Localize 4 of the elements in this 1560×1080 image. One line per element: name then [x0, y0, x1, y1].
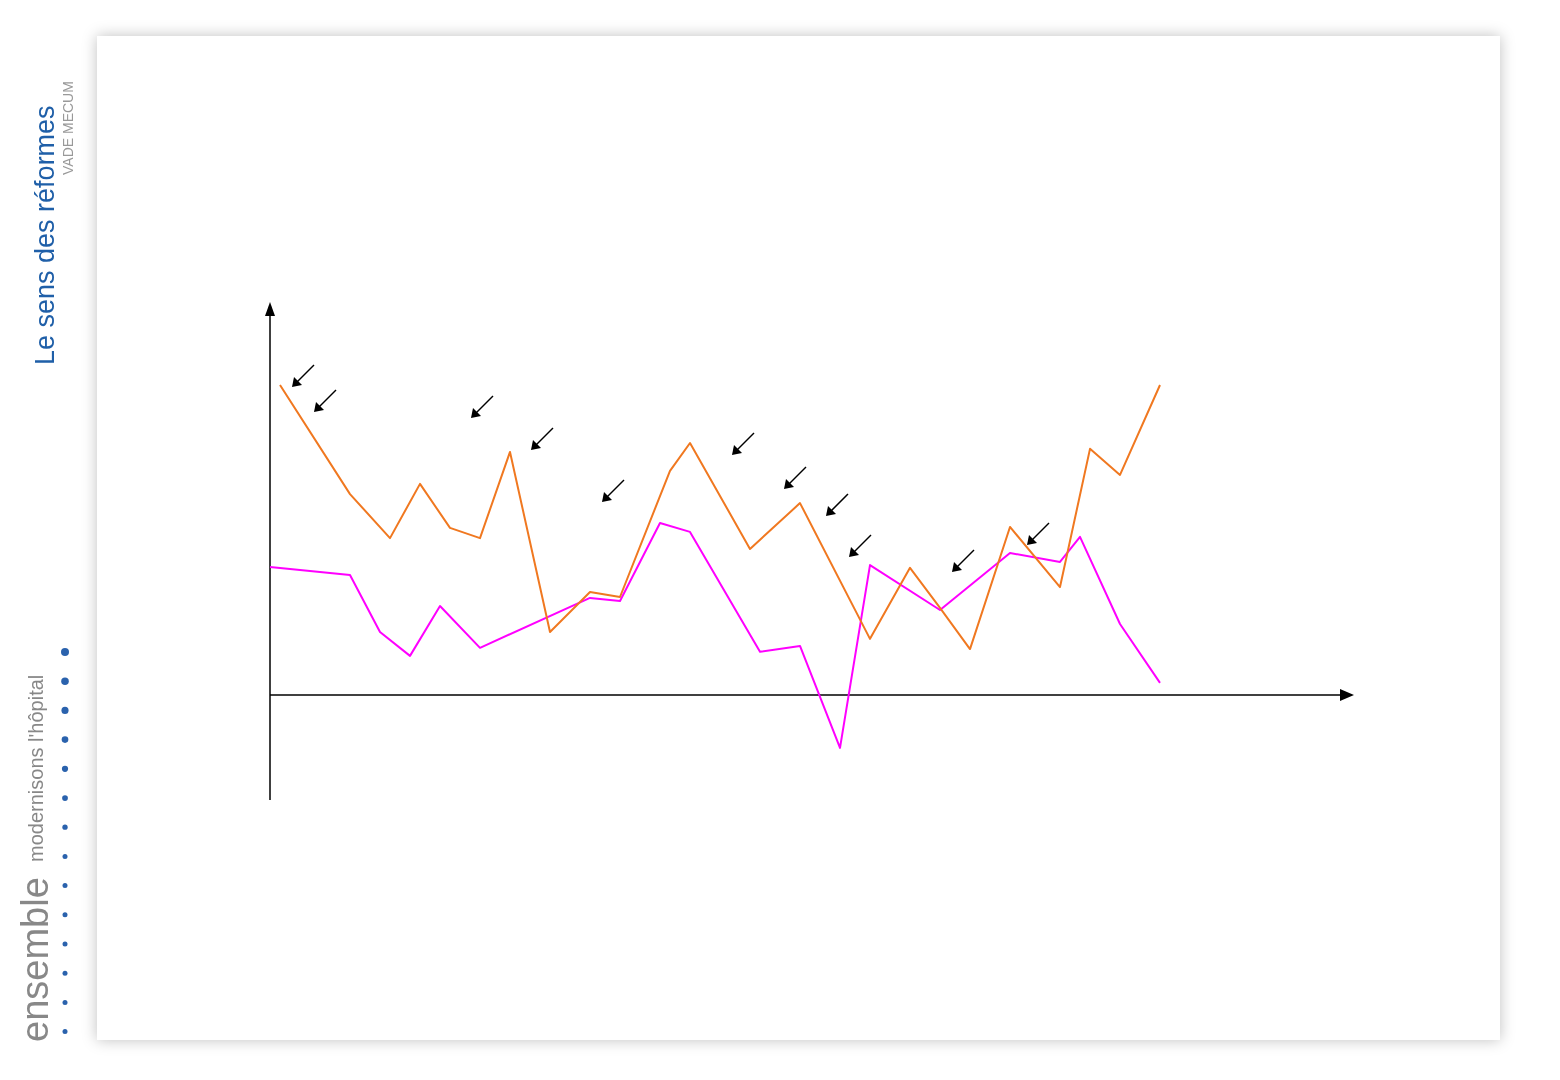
text: Le sens des réformes — [30, 105, 61, 365]
text: VADE MECUM — [60, 81, 76, 175]
text: ensemble — [14, 877, 57, 1042]
text: modernisons l'hôpital — [25, 674, 48, 862]
